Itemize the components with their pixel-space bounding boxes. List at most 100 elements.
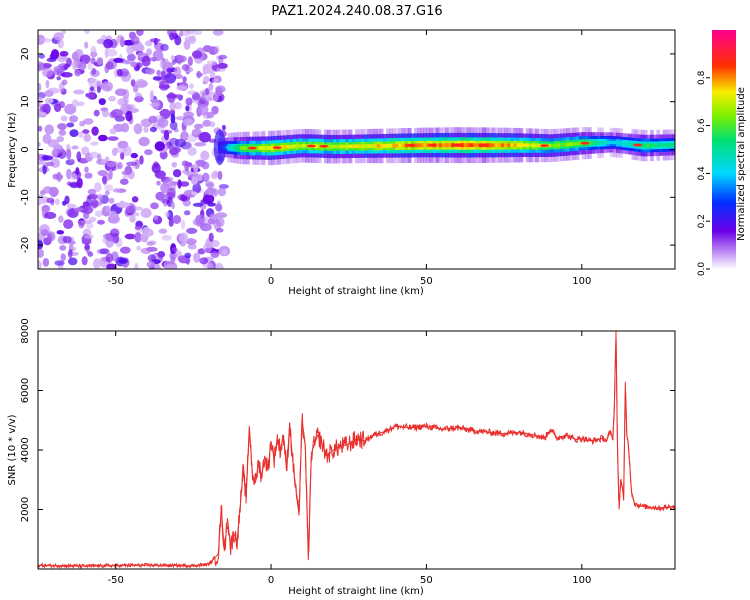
noise-blob bbox=[174, 35, 182, 46]
noise-blob bbox=[84, 30, 90, 35]
noise-blob bbox=[120, 36, 125, 48]
noise-blob bbox=[57, 38, 64, 49]
x-tick-label: 100 bbox=[572, 575, 591, 586]
noise-blob bbox=[221, 124, 226, 131]
noise-blob bbox=[211, 105, 219, 115]
noise-blob bbox=[210, 251, 220, 258]
ridge-cell bbox=[516, 143, 521, 148]
noise-blob bbox=[193, 252, 201, 263]
noise-blob bbox=[88, 78, 99, 89]
ridge-cell bbox=[659, 143, 664, 147]
noise-blob bbox=[68, 181, 80, 187]
noise-blob bbox=[183, 39, 191, 50]
ridge-cell bbox=[488, 143, 493, 148]
noise-blob bbox=[122, 174, 129, 179]
x-tick-label: 0 bbox=[268, 575, 274, 586]
noise-blob bbox=[106, 173, 111, 181]
noise-blob bbox=[42, 164, 47, 175]
noise-blob bbox=[170, 55, 175, 61]
ridge-cell bbox=[299, 144, 303, 148]
x-tick-label: 50 bbox=[420, 276, 433, 287]
noise-blob bbox=[116, 68, 123, 77]
noise-blob bbox=[74, 207, 85, 212]
noise-blob bbox=[148, 240, 157, 246]
ridge-cell bbox=[640, 143, 645, 148]
ridge-cell bbox=[501, 143, 505, 148]
noise-blob bbox=[132, 212, 140, 217]
ridge-cell bbox=[373, 144, 378, 148]
ridge-cell bbox=[575, 141, 580, 146]
noise-blob bbox=[132, 84, 139, 93]
noise-blob bbox=[42, 133, 52, 144]
noise-blob bbox=[84, 41, 89, 49]
noise-blob bbox=[154, 141, 165, 152]
noise-blob bbox=[125, 104, 133, 111]
noise-blob bbox=[182, 199, 191, 207]
noise-blob bbox=[38, 53, 45, 59]
noise-blob bbox=[71, 99, 79, 108]
ridge-cell bbox=[556, 143, 561, 147]
noise-blob bbox=[191, 30, 203, 36]
noise-blob bbox=[215, 203, 223, 212]
ridge-cell bbox=[448, 143, 452, 148]
noise-blob bbox=[169, 121, 178, 131]
noise-blob bbox=[164, 264, 175, 269]
ridge-peak bbox=[580, 141, 590, 145]
ridge-peak bbox=[428, 143, 438, 147]
noise-blob bbox=[62, 235, 72, 244]
noise-blob bbox=[161, 234, 172, 241]
noise-blob bbox=[171, 60, 176, 65]
noise-blob bbox=[110, 228, 120, 237]
ridge-cell bbox=[339, 144, 344, 149]
snr-y-ticks: 2000 4000 6000 8000 bbox=[20, 318, 675, 522]
noise-blob bbox=[182, 76, 187, 83]
noise-blob bbox=[47, 233, 52, 243]
noise-blob bbox=[39, 104, 47, 113]
ridge-cell bbox=[609, 140, 614, 144]
noise-blob bbox=[158, 193, 169, 203]
noise-blob bbox=[69, 173, 78, 180]
noise-blob bbox=[195, 159, 206, 166]
noise-blob bbox=[108, 210, 118, 218]
noise-blob bbox=[161, 70, 166, 81]
noise-blob bbox=[90, 141, 99, 146]
noise-blob bbox=[90, 45, 97, 57]
ridge-cell bbox=[240, 146, 244, 150]
noise-blob bbox=[176, 55, 187, 63]
noise-blob bbox=[157, 117, 169, 128]
ridge-cell bbox=[662, 143, 667, 147]
noise-blob bbox=[130, 79, 136, 87]
noise-blob bbox=[120, 178, 129, 185]
noise-blob bbox=[163, 201, 168, 207]
noise-blob bbox=[101, 109, 110, 118]
noise-blob bbox=[97, 170, 108, 177]
ridge-cell bbox=[224, 145, 229, 149]
noise-blob bbox=[178, 232, 189, 244]
x-tick-label: -50 bbox=[108, 575, 124, 586]
noise-blob bbox=[104, 184, 114, 192]
y-tick-label: 2000 bbox=[20, 497, 31, 522]
noise-blob bbox=[154, 171, 166, 178]
noise-blob bbox=[192, 182, 202, 194]
ridge-cell bbox=[376, 144, 381, 148]
noise-blob bbox=[78, 61, 87, 71]
noise-blob bbox=[93, 109, 100, 117]
noise-blob bbox=[123, 59, 131, 65]
noise-blob bbox=[151, 162, 161, 174]
ridge-cell bbox=[351, 144, 356, 149]
noise-blob bbox=[187, 56, 193, 67]
noise-blob bbox=[66, 57, 72, 67]
noise-blob bbox=[76, 151, 82, 162]
noise-blob bbox=[54, 260, 65, 266]
noise-blob bbox=[192, 218, 203, 226]
ridge-cell bbox=[354, 144, 359, 149]
noise-blob bbox=[87, 188, 97, 195]
snr-y-label: SNR (10 * v/v) bbox=[7, 414, 18, 485]
noise-blob bbox=[71, 51, 79, 61]
noise-blob bbox=[73, 89, 85, 95]
ridge-cell bbox=[236, 146, 241, 150]
ridge-cell bbox=[547, 143, 552, 148]
noise-blob bbox=[108, 95, 116, 102]
ridge-cell bbox=[258, 146, 263, 150]
noise-blob bbox=[97, 219, 105, 225]
